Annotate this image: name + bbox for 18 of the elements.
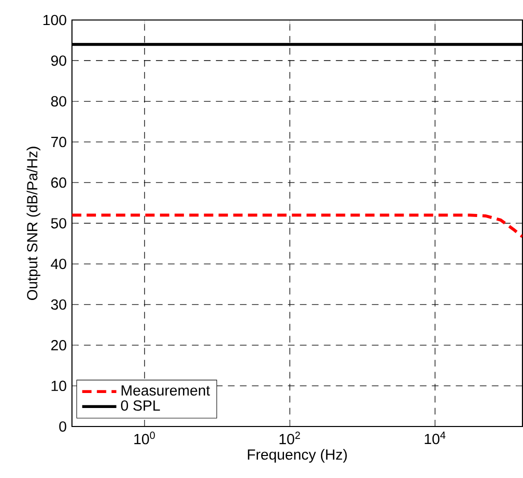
y-tick-label: 40 bbox=[50, 258, 66, 269]
legend-label: 0 SPL bbox=[121, 400, 160, 410]
y-tick-label: 30 bbox=[51, 299, 66, 310]
x-tick-label: 10$^{4}$ bbox=[424, 431, 446, 444]
x-axis-title: Frequency (Hz) bbox=[248, 448, 347, 462]
y-tick-label: 90 bbox=[51, 55, 66, 66]
y-tick-label: 100 bbox=[43, 14, 66, 25]
y-tick-label: 50 bbox=[51, 218, 66, 228]
x-tick-label: 10$^{0}$ bbox=[134, 431, 155, 444]
x-tick-label: 10$^{2}$ bbox=[280, 431, 300, 444]
y-tick-label: 10 bbox=[52, 380, 66, 391]
y-axis-title: Output SNR (dB/Pa/Hz) bbox=[26, 146, 40, 300]
y-tick-label: 70 bbox=[51, 136, 66, 147]
y-tick-label: 60 bbox=[51, 177, 66, 188]
y-tick-label: 20 bbox=[51, 340, 66, 350]
y-tick-label: 0 bbox=[59, 421, 66, 432]
legend-label: Measurement bbox=[122, 385, 210, 396]
y-tick-label: 80 bbox=[51, 96, 66, 106]
